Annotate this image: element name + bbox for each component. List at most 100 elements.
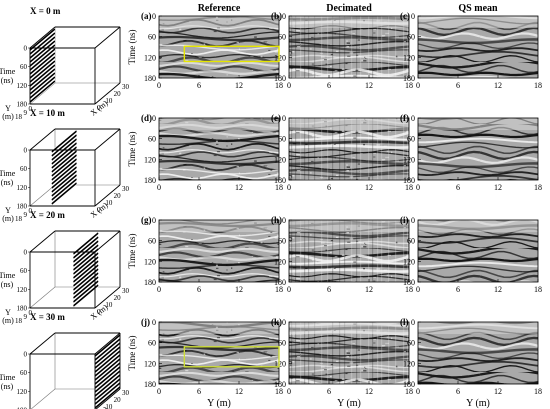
time-tick-label: 180 — [274, 74, 286, 83]
time-tick-label: 180 — [274, 380, 286, 389]
cube-slice — [51, 129, 77, 206]
time-tick-label: 0 — [282, 216, 286, 225]
panel-frame — [158, 117, 280, 181]
cube-slice-trace — [30, 68, 55, 91]
cube-edge — [94, 26, 121, 49]
cube-slice-trace — [95, 386, 120, 409]
time-tick-label: 120 — [403, 257, 415, 266]
y-tick-label: 0 — [157, 285, 161, 294]
time-tick-label: 180 — [403, 74, 415, 83]
cube-slice-trace — [51, 182, 77, 205]
time-tick-label: 120 — [403, 155, 415, 164]
cube-edge — [94, 286, 121, 309]
cube-slice-trace — [95, 362, 120, 385]
cube-time-axis-unit: (ns) — [1, 382, 14, 391]
y-axis-title: Y (m) — [337, 398, 361, 409]
near-surface-band — [159, 118, 279, 130]
y-tick-label: 12 — [494, 183, 502, 192]
panel-frame — [288, 219, 410, 283]
time-tick-label: 60 — [148, 339, 156, 348]
time-tick-label: 60 — [148, 33, 156, 42]
time-tick-label: 120 — [403, 359, 415, 368]
y-tick-label: 12 — [494, 285, 502, 294]
cube-slice-trace — [95, 382, 120, 405]
time-tick-label: 0 — [411, 216, 415, 225]
time-tick-label: 0 — [282, 318, 286, 327]
cube-time-tick-label: 120 — [17, 286, 28, 294]
cube-slice-trace — [30, 60, 55, 83]
time-tick-label: 0 — [411, 12, 415, 21]
cube-slice-trace — [30, 64, 55, 87]
time-tick-label: 120 — [274, 53, 286, 62]
cube-hidden-edge — [29, 286, 56, 309]
cube-y-tick-label: 18 — [15, 215, 23, 223]
near-surface-band — [159, 220, 279, 232]
cube-slice-trace — [73, 276, 99, 299]
cube-slice-trace — [30, 40, 55, 63]
cube-slice-trace — [95, 366, 120, 389]
y-tick-label: 18 — [275, 183, 283, 192]
time-tick-label: 180 — [144, 74, 156, 83]
time-tick-label: 0 — [152, 12, 156, 21]
cube-edge — [94, 332, 121, 355]
cube-y-tick-label: 0 — [29, 207, 33, 215]
panel-label: (k) — [271, 317, 282, 327]
cube-slice-trace — [51, 134, 77, 157]
cube-time-tick-label: 120 — [17, 184, 28, 192]
near-surface-band — [289, 16, 409, 28]
panel-label: (c) — [400, 11, 410, 21]
cube-hidden-edge — [29, 184, 56, 207]
cube-slice-trace — [95, 342, 120, 365]
y-tick-label: 12 — [235, 81, 243, 90]
cube-slice-trace — [73, 244, 99, 267]
cube-time-axis-title: Time — [0, 67, 16, 76]
panel-frame — [158, 219, 280, 283]
cube-time-tick-label: 60 — [20, 369, 28, 377]
cube-slice-trace — [30, 76, 55, 99]
cube-y-axis-title: Y — [5, 104, 11, 113]
y-tick-label: 18 — [275, 387, 283, 396]
time-tick-label: 180 — [144, 176, 156, 185]
cube-slice — [95, 333, 120, 409]
cube-edge — [94, 184, 121, 207]
time-axis-title: Time (ns) — [127, 234, 137, 269]
y-tick-label: 12 — [365, 285, 373, 294]
panel-label: (f) — [400, 113, 409, 123]
panel-label: (e) — [271, 113, 281, 123]
cube-time-axis-title: Time — [0, 271, 16, 280]
cube-time-tick-label: 180 — [17, 203, 28, 211]
cube-slice-trace — [51, 174, 77, 197]
cube-y-tick-label: 9 — [24, 313, 28, 321]
cube-slice-trace — [73, 260, 99, 283]
cube-y-axis-unit: (m) — [2, 112, 14, 121]
time-tick-label: 60 — [278, 237, 286, 246]
cube-title: X = 0 m — [30, 6, 61, 16]
slice-location-cube: X = 10 m060120180Time(ns)0918Y(m)0102030… — [0, 108, 130, 223]
panel-label: (l) — [400, 317, 409, 327]
y-tick-label: 18 — [534, 285, 542, 294]
cube-y-axis-unit: (m) — [2, 316, 14, 325]
cube-y-tick-label: 18 — [15, 317, 23, 325]
column-header: Reference — [198, 3, 241, 14]
y-tick-label: 0 — [416, 285, 420, 294]
cube-slice-trace — [51, 142, 77, 165]
cube-slice-trace — [30, 52, 55, 75]
cube-title: X = 10 m — [30, 108, 65, 118]
time-tick-label: 60 — [148, 237, 156, 246]
cube-slice-trace — [95, 350, 120, 373]
cube-slice-trace — [95, 370, 120, 393]
cube-y-tick-label: 0 — [29, 309, 33, 317]
y-tick-label: 0 — [287, 81, 291, 90]
near-surface-band — [289, 220, 409, 232]
cube-time-tick-label: 60 — [20, 165, 28, 173]
panel-frame — [288, 117, 410, 181]
cube-y-axis-title: Y — [5, 206, 11, 215]
time-tick-label: 60 — [278, 33, 286, 42]
cube-slice-trace — [30, 48, 55, 71]
cube-edge — [29, 230, 56, 253]
